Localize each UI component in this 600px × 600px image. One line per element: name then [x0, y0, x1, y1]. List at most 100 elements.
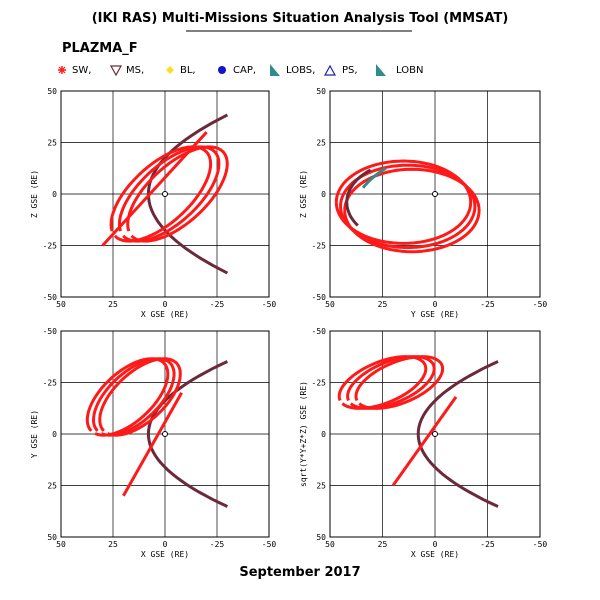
- ms-orbit-trace: [345, 168, 372, 227]
- y-tick-label: -50: [43, 293, 58, 302]
- legend-item-lobn: LOBN: [376, 64, 423, 76]
- legend-label: LOBS,: [286, 65, 315, 76]
- y-axis-label: Z GSE (RE): [299, 170, 308, 218]
- mission-name: PLAZMA_F: [62, 41, 138, 56]
- sw-orbit-trace: [339, 163, 477, 250]
- legend-item-sw: SW,: [58, 65, 91, 76]
- legend-label: MS,: [126, 65, 144, 76]
- legend: SW, MS, BL, CAP, LOBS, PS, LOBN: [58, 64, 423, 77]
- y-tick-label: -50: [43, 327, 58, 336]
- legend-label: PS,: [342, 65, 358, 76]
- footer-date: September 2017: [239, 565, 360, 580]
- x-tick-label: 0: [163, 300, 168, 309]
- diamond-icon: [166, 66, 174, 74]
- x-axis-label: X GSE (RE): [411, 550, 459, 559]
- legend-item-bl: BL,: [166, 65, 196, 76]
- legend-label: SW,: [72, 65, 91, 76]
- legend-label: CAP,: [233, 65, 256, 76]
- legend-item-ms: MS,: [109, 65, 144, 77]
- orbit-traces: [337, 355, 499, 508]
- x-tick-label: -25: [480, 300, 495, 309]
- sw-orbit-trace: [354, 355, 445, 410]
- earth-marker: [432, 431, 438, 437]
- plot-frame: [329, 330, 541, 538]
- y-tick-label: 50: [47, 87, 57, 96]
- x-tick-label: 25: [378, 540, 388, 549]
- y-axis-label: Z GSE (RE): [30, 170, 39, 218]
- y-tick-label: -25: [43, 242, 58, 251]
- earth-marker: [162, 431, 168, 437]
- x-tick-label: 0: [163, 540, 168, 549]
- legend-item-cap: CAP,: [218, 65, 256, 76]
- y-tick-label: -25: [43, 379, 58, 388]
- y-tick-label: 0: [321, 430, 326, 439]
- y-tick-label: -50: [312, 327, 327, 336]
- x-tick-label: -25: [480, 540, 495, 549]
- orbit-traces: [101, 113, 229, 275]
- x-tick-label: 50: [325, 300, 335, 309]
- x-tick-label: 25: [108, 540, 118, 549]
- star-icon: [58, 66, 66, 74]
- y-tick-label: 50: [316, 87, 326, 96]
- legend-item-lobs: LOBS,: [270, 64, 315, 76]
- y-tick-label: -25: [312, 379, 327, 388]
- y-tick-label: -50: [312, 293, 327, 302]
- sw-orbit-trace: [101, 131, 208, 247]
- sw-orbit-trace: [117, 145, 221, 243]
- sw-orbit-trace: [334, 159, 473, 245]
- sw-orbit-trace: [92, 357, 176, 437]
- x-tick-label: -50: [262, 540, 277, 549]
- lobs-orbit-trace: [361, 167, 387, 189]
- x-tick-label: -50: [262, 300, 277, 309]
- x-tick-label: 25: [378, 300, 388, 309]
- x-tick-label: 25: [108, 300, 118, 309]
- x-tick-label: 50: [56, 300, 66, 309]
- y-tick-label: 25: [316, 139, 326, 148]
- sw-orbit-trace: [343, 167, 481, 254]
- plot-panel-bottom-right: 50 25 0 -25 -50 -50 -25 0 25 50 X GSE (RE) sqrt(Y*Y…: [299, 327, 547, 559]
- y-tick-label: 0: [52, 190, 57, 199]
- x-axis-label: Y GSE (RE): [411, 310, 459, 319]
- figure-title: (IKI RAS) Multi-Missions Situation Analy…: [92, 11, 509, 26]
- x-tick-label: -50: [533, 540, 548, 549]
- sw-orbit-trace: [391, 396, 458, 487]
- y-tick-label: 50: [316, 533, 326, 542]
- x-tick-label: -25: [210, 300, 225, 309]
- plot-frame: [60, 330, 270, 538]
- x-tick-label: 50: [56, 540, 66, 549]
- y-tick-label: 50: [47, 533, 57, 542]
- orbit-traces: [334, 159, 481, 254]
- y-tick-label: 25: [316, 482, 326, 491]
- filled-triangle-icon: [270, 64, 280, 76]
- y-axis-label: Y GSE (RE): [30, 410, 39, 458]
- filled-triangle-icon: [376, 64, 386, 76]
- legend-item-ps: PS,: [323, 64, 358, 76]
- x-tick-label: -25: [210, 540, 225, 549]
- triangle-up-icon: [323, 64, 337, 76]
- triangle-down-icon: [109, 65, 123, 77]
- plot-panel-bottom-left: 50 25 0 -25 -50 -50 -25 0 25 50 X GSE (RE) Y GSE (R…: [30, 327, 276, 559]
- x-tick-label: -50: [533, 300, 548, 309]
- orbit-traces: [85, 357, 229, 508]
- y-axis-label: sqrt(Y*Y+Z*Z) GSE (RE): [299, 381, 308, 487]
- y-tick-label: 25: [47, 139, 57, 148]
- figure-title-group: (IKI RAS) Multi-Missions Situation Analy…: [92, 11, 509, 32]
- legend-label: BL,: [180, 65, 196, 76]
- sw-orbit-trace: [122, 392, 183, 497]
- sw-orbit-trace: [109, 145, 213, 243]
- y-tick-label: 25: [47, 482, 57, 491]
- dot-icon: [218, 66, 226, 74]
- sw-orbit-trace: [126, 145, 229, 243]
- x-axis-label: X GSE (RE): [141, 550, 189, 559]
- x-tick-label: 0: [433, 540, 438, 549]
- magnetopause-curve: [146, 360, 229, 508]
- sw-orbit-trace: [85, 357, 170, 437]
- y-tick-label: 0: [321, 190, 326, 199]
- y-tick-label: 0: [52, 430, 57, 439]
- earth-marker: [162, 191, 168, 197]
- x-tick-label: 50: [325, 540, 335, 549]
- plot-frame: [329, 90, 541, 298]
